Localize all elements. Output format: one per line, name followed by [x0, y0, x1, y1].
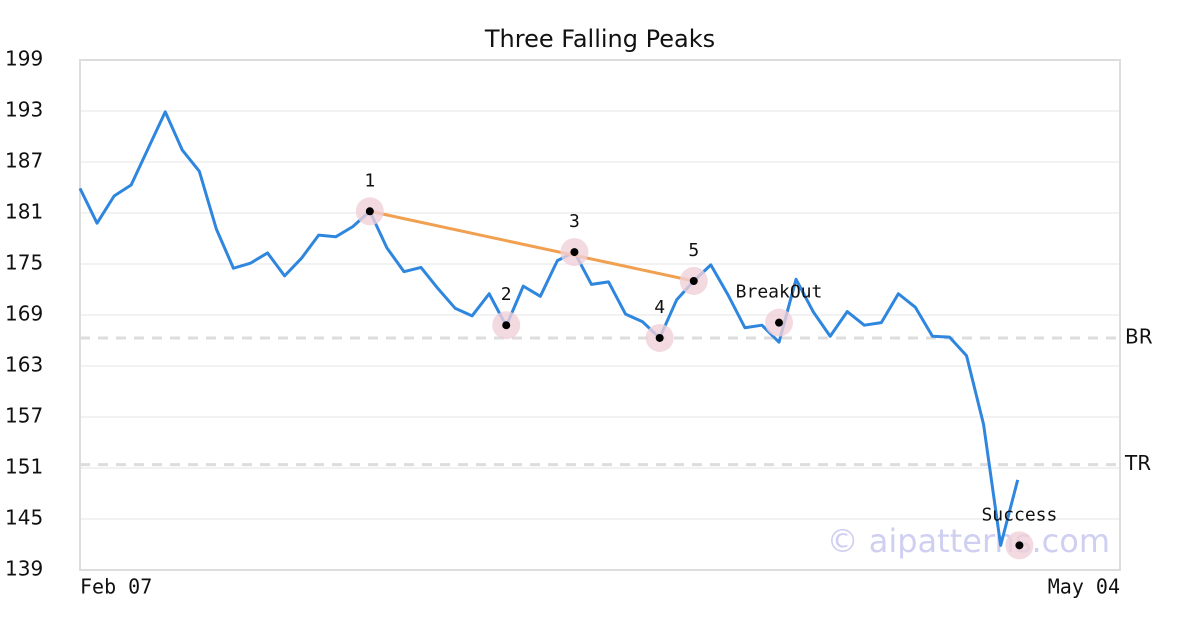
- y-tick-label: 139: [5, 557, 43, 581]
- marker-label: 4: [654, 297, 665, 318]
- level-label: TR: [1124, 451, 1151, 475]
- y-tick-label: 175: [5, 251, 43, 275]
- y-tick-label: 187: [5, 149, 43, 173]
- marker-label: 3: [569, 211, 580, 232]
- y-tick-label: 157: [5, 404, 43, 428]
- y-tick-label: 181: [5, 200, 43, 224]
- marker-dot: [655, 333, 664, 342]
- y-tick-label: 145: [5, 506, 43, 530]
- y-tick-label: 163: [5, 353, 43, 377]
- chart-title: Three Falling Peaks: [484, 25, 715, 53]
- y-tick-label: 193: [5, 98, 43, 122]
- y-tick-label: 169: [5, 302, 43, 326]
- watermark: © aipatterns.com: [827, 522, 1110, 560]
- marker-dot: [775, 318, 784, 327]
- x-tick-label: Feb 07: [80, 575, 152, 599]
- marker-dot: [689, 277, 698, 285]
- y-tick-label: 151: [5, 455, 43, 479]
- marker-label: Success: [981, 504, 1057, 525]
- marker-label: BreakOut: [736, 282, 823, 303]
- marker-dot: [502, 321, 511, 330]
- marker-dot: [1015, 541, 1024, 550]
- marker-label: 1: [364, 170, 375, 191]
- trend-line: [369, 209, 695, 283]
- marker-label: 2: [501, 284, 512, 305]
- plot-frame: [79, 59, 1121, 571]
- level-label: BR: [1125, 324, 1153, 348]
- y-tick-label: 199: [5, 47, 43, 71]
- marker-dot: [570, 248, 579, 257]
- marker-dot: [365, 207, 374, 216]
- x-tick-label: May 04: [1048, 575, 1120, 599]
- price-line: [78, 110, 1020, 547]
- marker-label: 5: [688, 240, 699, 261]
